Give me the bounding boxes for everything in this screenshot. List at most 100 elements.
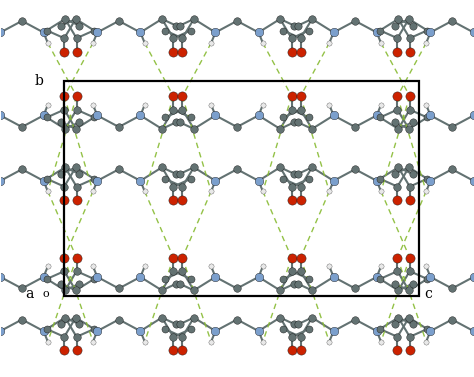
Point — [393, 93, 401, 99]
Point — [470, 29, 474, 35]
Point — [179, 49, 186, 55]
Point — [61, 164, 69, 170]
Point — [57, 119, 65, 125]
Point — [406, 107, 413, 113]
Point — [326, 40, 333, 46]
Point — [190, 126, 198, 132]
Point — [288, 347, 295, 353]
Point — [351, 124, 359, 130]
Point — [393, 184, 401, 190]
Point — [190, 164, 198, 170]
Point — [276, 126, 284, 132]
Point — [141, 264, 148, 270]
Point — [170, 49, 177, 55]
Text: c: c — [425, 287, 432, 302]
Point — [330, 178, 337, 184]
Point — [73, 35, 81, 41]
Point — [409, 23, 417, 29]
Point — [61, 197, 68, 203]
Point — [259, 102, 267, 108]
Point — [288, 93, 295, 99]
Point — [233, 317, 241, 323]
Point — [448, 285, 456, 291]
Point — [18, 124, 26, 130]
Point — [406, 347, 413, 353]
Point — [179, 93, 186, 99]
Point — [297, 268, 304, 274]
Point — [61, 184, 68, 190]
Point — [170, 93, 177, 99]
Point — [115, 166, 123, 172]
Point — [351, 18, 359, 24]
Point — [470, 178, 474, 184]
Point — [72, 164, 80, 170]
Point — [409, 280, 417, 287]
Point — [73, 347, 81, 353]
Point — [297, 107, 304, 113]
Point — [212, 178, 219, 184]
Point — [190, 314, 198, 320]
Point — [305, 28, 313, 34]
Point — [190, 287, 198, 293]
Point — [18, 18, 26, 24]
Point — [90, 114, 98, 120]
Point — [288, 334, 295, 340]
Point — [409, 171, 417, 177]
Point — [297, 93, 304, 99]
Point — [93, 112, 101, 118]
Point — [470, 328, 474, 334]
Point — [394, 164, 402, 170]
Point — [187, 276, 194, 282]
Point — [393, 268, 401, 274]
Point — [376, 28, 384, 34]
Point — [137, 274, 144, 280]
Point — [57, 171, 65, 177]
Point — [40, 328, 47, 334]
Point — [305, 276, 313, 282]
Point — [297, 334, 304, 340]
Point — [291, 280, 298, 287]
Point — [179, 107, 186, 113]
Point — [93, 178, 101, 184]
Point — [422, 40, 430, 46]
Point — [423, 176, 431, 182]
Point — [259, 40, 267, 46]
Point — [207, 102, 215, 108]
Point — [391, 171, 398, 177]
Point — [170, 35, 177, 41]
Point — [115, 317, 123, 323]
Point — [308, 164, 316, 170]
Point — [90, 276, 98, 282]
Point — [405, 16, 413, 22]
Point — [427, 328, 434, 334]
Point — [255, 112, 262, 118]
Point — [61, 107, 68, 113]
Point — [280, 114, 287, 120]
Point — [158, 16, 166, 22]
Point — [176, 171, 183, 177]
Point — [170, 107, 177, 113]
Point — [255, 29, 262, 35]
Point — [326, 339, 333, 345]
Point — [294, 171, 301, 177]
Point — [376, 176, 384, 182]
Point — [297, 184, 304, 190]
Point — [179, 334, 186, 340]
Point — [73, 268, 81, 274]
Point — [176, 280, 183, 287]
Point — [406, 255, 413, 261]
Point — [423, 276, 431, 282]
Point — [93, 29, 101, 35]
Point — [448, 124, 456, 130]
Point — [40, 29, 47, 35]
Point — [276, 164, 284, 170]
Point — [40, 112, 47, 118]
Point — [305, 176, 313, 182]
Point — [212, 328, 219, 334]
Point — [43, 176, 51, 182]
Point — [255, 328, 262, 334]
Point — [137, 29, 144, 35]
Point — [393, 255, 401, 261]
Point — [423, 28, 431, 34]
Point — [72, 287, 80, 293]
